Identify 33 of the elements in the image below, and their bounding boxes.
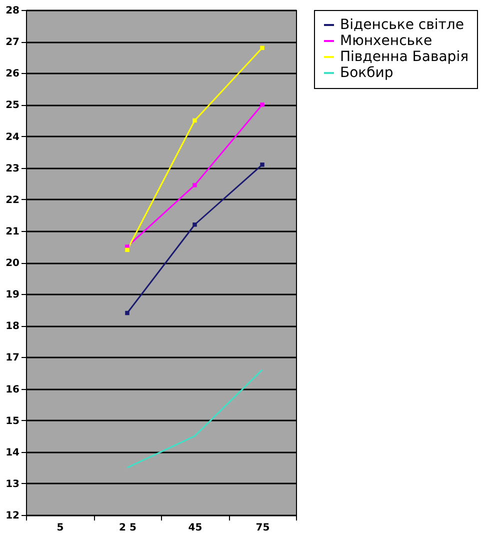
point (192, 118, 197, 123)
y-tick-label: 27 (6, 37, 20, 48)
point (260, 46, 264, 50)
legend-label: Мюнхенське (340, 33, 432, 49)
x-tick-label: 45 (188, 522, 202, 534)
legend-label: Південна Баварія (340, 49, 469, 65)
y-tick-label: 13 (6, 478, 20, 490)
y-tick-label: 23 (6, 163, 20, 174)
y-tick-label: 20 (6, 258, 20, 269)
y-tick-label: 15 (6, 416, 20, 427)
point (125, 248, 130, 252)
point (260, 102, 264, 107)
y-tick-label: 21 (6, 226, 20, 238)
y-tick-label: 25 (6, 100, 20, 112)
y-tick-label: 22 (6, 194, 20, 206)
y-tick-label: 16 (6, 384, 20, 396)
legend-label: Бокбир (340, 65, 394, 81)
y-tick-label: 12 (6, 510, 20, 522)
point (192, 183, 197, 188)
x-tick-label: 5 (56, 522, 64, 534)
y-tick-label: 28 (6, 6, 20, 16)
legend-label: Віденське світле (340, 17, 464, 33)
point (260, 162, 264, 167)
x-tick-label: 2 5 (119, 522, 136, 534)
y-tick-label: 17 (6, 352, 20, 364)
y-tick-label: 18 (6, 321, 20, 332)
y-tick-label: 24 (6, 132, 20, 143)
point (125, 310, 130, 316)
y-tick-label: 14 (6, 447, 20, 458)
y-tick-label: 26 (6, 68, 20, 80)
x-tick-label: 75 (256, 522, 270, 534)
point (192, 222, 197, 227)
y-tick-label: 19 (6, 290, 20, 301)
